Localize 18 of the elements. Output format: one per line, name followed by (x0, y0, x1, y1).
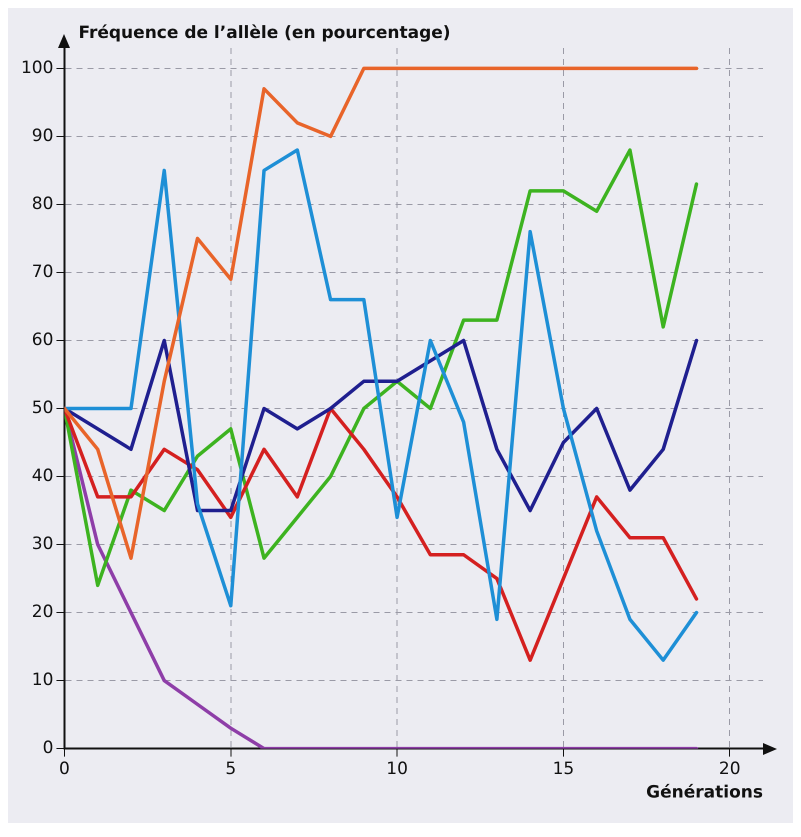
y-axis-title: Fréquence de l’allèle (en pourcentage) (78, 22, 451, 43)
y-tick-label: 100 (20, 58, 54, 78)
y-tick-label: 40 (32, 466, 54, 486)
y-tick-label: 0 (42, 738, 54, 758)
x-axis-title: Générations (646, 782, 763, 803)
y-tick-label: 30 (32, 534, 54, 554)
y-tick-label: 60 (32, 330, 54, 350)
y-tick-label: 10 (32, 670, 54, 690)
x-tick-label: 10 (386, 759, 408, 780)
y-tick-label: 20 (32, 602, 54, 622)
y-tick-label: 80 (32, 194, 54, 214)
x-tick-label: 20 (718, 759, 741, 780)
y-tick-label: 90 (32, 126, 54, 146)
x-tick-label: 15 (552, 759, 574, 780)
x-tick-label: 0 (59, 759, 70, 780)
y-tick-label: 50 (32, 398, 54, 418)
y-tick-label: 70 (32, 262, 54, 282)
x-tick-label: 5 (225, 759, 236, 780)
